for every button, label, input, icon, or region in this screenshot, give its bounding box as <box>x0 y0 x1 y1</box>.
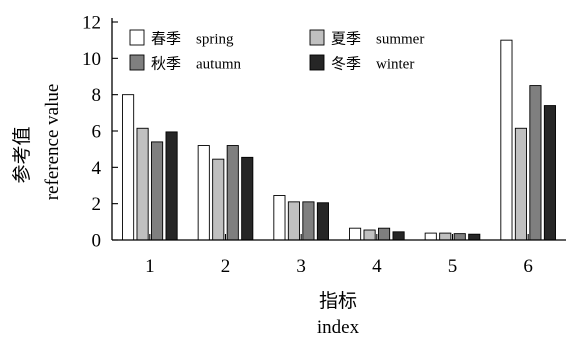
y-tick-label: 8 <box>92 85 102 106</box>
x-tick-label: 5 <box>448 256 458 277</box>
y-tick-label: 2 <box>92 194 102 215</box>
bar-cat3-series2 <box>287 201 300 241</box>
bar-cat5-series3 <box>453 233 466 241</box>
bar-cat2-series3 <box>226 145 239 241</box>
y-tick-label: 4 <box>92 158 102 179</box>
bars-group <box>122 39 556 241</box>
bar-cat5-series1 <box>424 232 437 241</box>
legend-label-3: 秋季 autumn <box>151 56 241 73</box>
bar-cat5-series2 <box>439 232 452 241</box>
y-axis-title-en: reference value <box>42 84 63 201</box>
bar-cat2-series4 <box>241 156 254 241</box>
x-tick-label: 6 <box>523 256 533 277</box>
bar-cat3-series3 <box>302 201 315 241</box>
x-axis-title-en: index <box>317 317 360 338</box>
y-axis-title-cn: 参考值 <box>11 126 33 183</box>
bar-cat1-series2 <box>136 127 149 241</box>
bar-cat2-series2 <box>212 158 225 241</box>
bar-cat6-series2 <box>514 127 527 241</box>
bar-cat3-series1 <box>273 195 286 241</box>
y-tick-label: 0 <box>92 231 102 252</box>
y-tick-label: 10 <box>82 49 101 70</box>
legend-swatch-1 <box>129 29 145 46</box>
x-tick-label: 4 <box>372 256 382 277</box>
bar-cat1-series4 <box>165 131 178 241</box>
bar-cat6-series1 <box>500 39 513 241</box>
x-axis-title-cn: 指标 <box>319 290 357 312</box>
legend: 春季 spring 夏季 summer 秋季 autumn 冬季 winter <box>129 29 424 73</box>
bar-cat4-series3 <box>378 227 391 241</box>
bar-cat5-series4 <box>468 233 481 241</box>
legend-label-2: 夏季 summer <box>331 31 424 48</box>
legend-label-1: 春季 spring <box>151 31 234 48</box>
bar-cat6-series4 <box>543 105 556 241</box>
x-tick-label: 1 <box>145 256 155 277</box>
y-tick-label: 6 <box>92 122 102 143</box>
bar-cat2-series1 <box>197 145 210 241</box>
bar-cat6-series3 <box>529 85 542 241</box>
legend-swatch-2 <box>309 29 325 46</box>
bar-cat1-series3 <box>151 141 164 241</box>
x-tick-label: 2 <box>221 256 231 277</box>
bar-cat3-series4 <box>316 202 329 241</box>
bar-cat4-series1 <box>349 227 362 241</box>
y-tick-label: 12 <box>82 13 101 34</box>
legend-label-4: 冬季 winter <box>331 56 414 73</box>
x-tick-label: 3 <box>296 256 306 277</box>
legend-swatch-4 <box>309 54 325 71</box>
bar-cat1-series1 <box>122 94 135 241</box>
bar-cat4-series4 <box>392 231 405 241</box>
bar-cat4-series2 <box>363 229 376 241</box>
legend-swatch-3 <box>129 54 145 71</box>
